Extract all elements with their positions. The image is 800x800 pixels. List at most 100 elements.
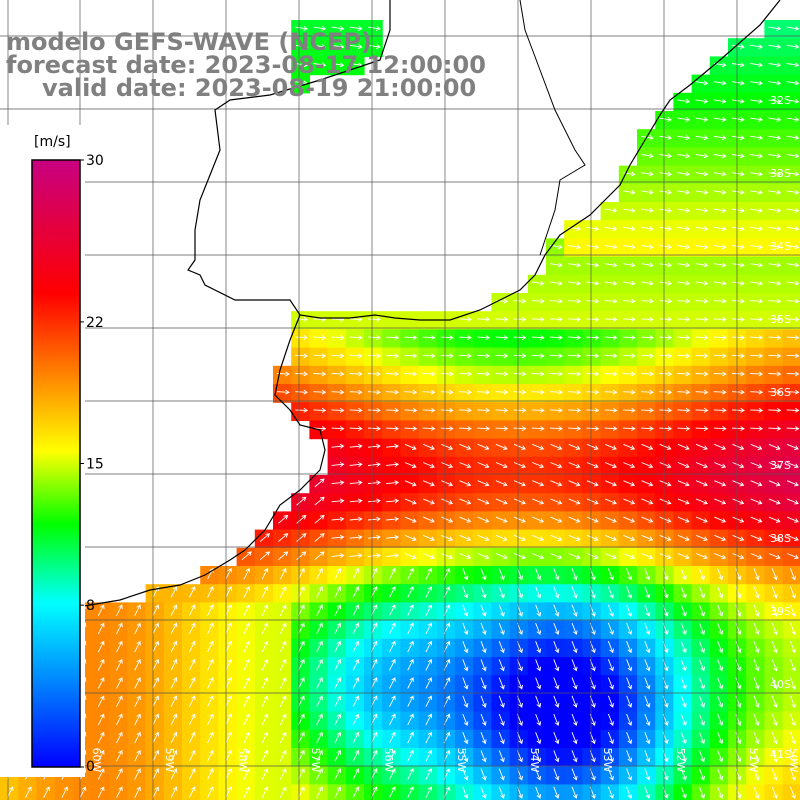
wind-arrow [586,534,599,541]
wind-arrow [732,226,745,232]
wind-cell [673,384,693,403]
wind-cell [455,729,474,749]
wind-cell [637,584,656,603]
wind-arrow [367,371,381,377]
wind-arrow [513,443,526,450]
wind-cell [364,311,383,330]
wind-cell [746,274,765,294]
wind-cell [582,293,602,312]
wind-arrow [116,604,123,616]
wind-cell [691,456,711,476]
wind-cell [782,511,800,531]
wind-cell [782,329,800,349]
wind-cell [782,638,800,658]
wind-cell [436,493,456,512]
wind-arrow [243,731,251,744]
colorbar-tick-label: 15 [86,457,104,473]
wind-cell [600,293,620,312]
wind-arrow [586,244,600,250]
wind-arrow [586,426,600,431]
wind-cell [618,220,638,239]
wind-cell [673,438,693,458]
wind-cell [746,293,765,312]
wind-arrow [441,534,454,541]
wind-arrow [243,768,251,780]
wind-arrow [480,659,487,672]
wind-arrow [626,713,633,727]
wind-arrow [714,498,727,505]
wind-arrow [786,516,799,523]
wind-cell [782,475,800,494]
wind-arrow [477,480,490,487]
wind-cell [728,602,747,622]
wind-arrow [367,553,381,558]
wind-arrow [695,80,709,86]
wind-arrow [786,553,799,560]
wind-arrow [495,335,509,340]
wind-arrow [425,768,433,780]
wind-cell [546,529,565,549]
wind-arrow [134,640,141,653]
wind-cell [546,438,565,458]
wind-cell [691,711,711,731]
wind-cell [618,638,638,658]
wind-arrow [513,389,527,395]
wind-arrow [768,389,782,395]
wind-cell [655,566,674,585]
wind-arrow [495,371,509,377]
wind-cell [764,20,784,39]
wind-cell [655,493,674,512]
wind-cell [709,584,729,603]
wind-arrow [713,316,727,322]
wind-cell [673,657,693,676]
wind-arrow [695,207,709,213]
wind-cell [728,584,747,603]
longitude-label: 50W [787,748,800,773]
wind-arrow [659,407,673,413]
wind-arrow [513,353,527,359]
wind-arrow [622,389,636,395]
wind-arrow [695,335,709,340]
wind-arrow [243,677,251,689]
wind-arrow [440,426,454,431]
wind-arrow [295,25,308,31]
wind-cell [637,693,656,713]
wind-arrow [789,786,796,799]
wind-arrow [695,298,709,304]
wind-cell [782,657,800,676]
wind-arrow [677,316,691,322]
wind-cell [546,311,565,330]
wind-arrow [550,462,563,469]
wind-cell [564,620,583,640]
wind-arrow [659,353,673,359]
wind-cell [527,347,547,367]
wind-arrow [607,659,614,672]
wind-arrow [622,316,636,322]
wind-arrow [789,622,796,636]
forecast-date: forecast date: 2023-08-17 12:00:00 [6,51,486,79]
longitude-label: 52W [674,748,687,773]
wind-cell [618,311,638,330]
wind-arrow [188,622,196,635]
wind-arrow [225,731,232,744]
wind-cell [655,511,674,531]
wind-cell [618,202,638,221]
wind-arrow [753,586,760,599]
wind-arrow [622,407,636,413]
wind-cell [673,347,693,367]
wind-arrow [531,389,545,395]
wind-cell [564,729,583,749]
wind-cell [18,784,37,800]
wind-cell [527,602,547,622]
wind-cell [345,329,365,349]
wind-arrow [698,695,705,708]
wind-arrow [279,640,287,653]
wind-arrow [367,443,381,449]
wind-cell [655,748,674,767]
wind-arrow [626,641,633,654]
wind-cell [691,638,711,658]
wind-arrow [735,622,742,636]
wind-cell [455,347,474,367]
wind-arrow [532,443,545,450]
